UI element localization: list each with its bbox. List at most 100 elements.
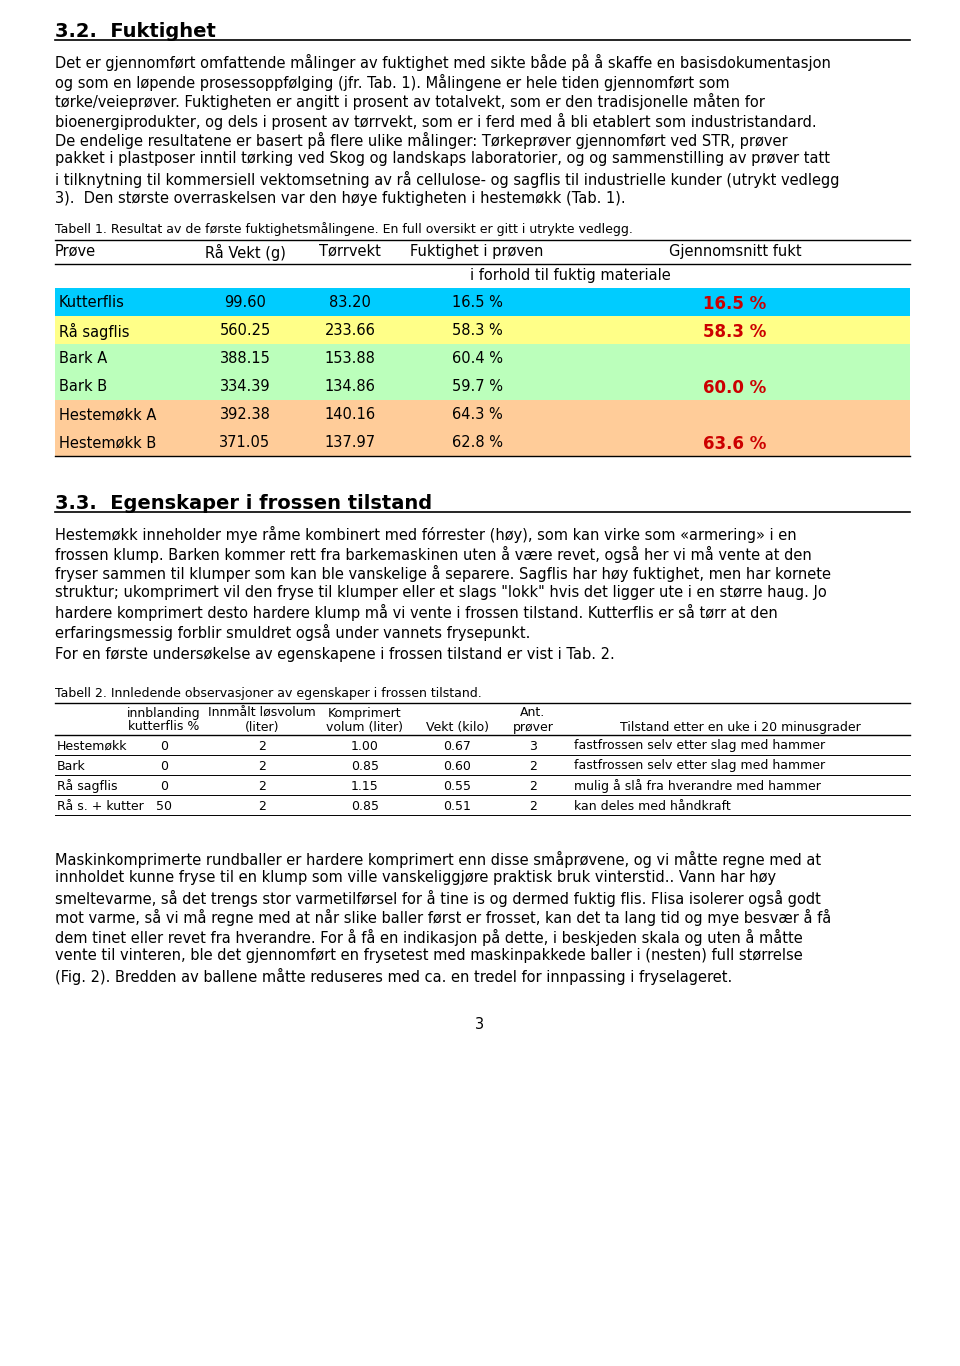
Text: 3.2.  Fuktighet: 3.2. Fuktighet (55, 22, 216, 41)
Text: 0.85: 0.85 (351, 799, 379, 813)
Text: 63.6 %: 63.6 % (704, 434, 767, 454)
Bar (55, 288, 910, 316)
Text: 64.3 %: 64.3 % (451, 407, 502, 422)
Text: 0.60: 0.60 (444, 759, 471, 773)
Text: 1.00: 1.00 (351, 739, 379, 753)
Text: mot varme, så vi må regne med at når slike baller først er frosset, kan det ta l: mot varme, så vi må regne med at når sli… (55, 908, 831, 926)
Text: Bark B: Bark B (59, 378, 108, 393)
Text: Tørrvekt: Tørrvekt (319, 245, 381, 260)
Bar (55, 316, 910, 344)
Text: 2: 2 (258, 799, 266, 813)
Text: i tilknytning til kommersiell vektomsetning av rå cellulose- og sagflis til indu: i tilknytning til kommersiell vektomsetn… (55, 171, 839, 189)
Text: dem tinet eller revet fra hverandre. For å få en indikasjon på dette, i beskjede: dem tinet eller revet fra hverandre. For… (55, 929, 803, 945)
Text: pakket i plastposer inntil tørking ved Skog og landskaps laboratorier, og og sam: pakket i plastposer inntil tørking ved S… (55, 152, 830, 167)
Text: De endelige resultatene er basert på flere ulike målinger: Tørkeprøver gjennomfø: De endelige resultatene er basert på fle… (55, 133, 787, 149)
Text: erfaringsmessig forblir smuldret også under vannets frysepunkt.: erfaringsmessig forblir smuldret også un… (55, 623, 530, 641)
Text: Hestemøkk inneholder mye råme kombinert med fórrester (høy), som kan virke som «: Hestemøkk inneholder mye råme kombinert … (55, 526, 797, 544)
Text: 140.16: 140.16 (324, 407, 375, 422)
Text: 62.8 %: 62.8 % (451, 434, 502, 449)
Text: Rå s. + kutter: Rå s. + kutter (57, 799, 144, 813)
Text: 0.51: 0.51 (444, 799, 471, 813)
Text: fastfrossen selv etter slag med hammer: fastfrossen selv etter slag med hammer (574, 759, 826, 773)
Text: 392.38: 392.38 (220, 407, 271, 422)
Text: 0.85: 0.85 (351, 759, 379, 773)
Text: 560.25: 560.25 (220, 322, 271, 337)
Bar (55, 428, 910, 456)
Text: 1.15: 1.15 (351, 780, 379, 792)
Bar (55, 344, 910, 372)
Text: Bark: Bark (57, 759, 85, 773)
Text: og som en løpende prosessoppfølging (jfr. Tab. 1). Målingene er hele tiden gjenn: og som en løpende prosessoppfølging (jfr… (55, 74, 730, 90)
Text: 2: 2 (258, 759, 266, 773)
Text: vente til vinteren, ble det gjennomført en frysetest med maskinpakkede baller i : vente til vinteren, ble det gjennomført … (55, 948, 803, 963)
Text: 16.5 %: 16.5 % (704, 295, 767, 313)
Text: i forhold til fuktig materiale: i forhold til fuktig materiale (469, 268, 670, 283)
Text: Rå sagflis: Rå sagflis (57, 780, 117, 794)
Text: 334.39: 334.39 (220, 378, 271, 393)
Text: 0: 0 (160, 780, 168, 792)
Text: Rå sagflis: Rå sagflis (59, 322, 130, 340)
Text: Hestemøkk A: Hestemøkk A (59, 407, 156, 422)
Text: 58.3 %: 58.3 % (451, 322, 502, 337)
Text: Det er gjennomført omfattende målinger av fuktighet med sikte både på å skaffe e: Det er gjennomført omfattende målinger a… (55, 55, 830, 71)
Bar (55, 400, 910, 428)
Text: 0: 0 (160, 759, 168, 773)
Text: 134.86: 134.86 (324, 378, 375, 393)
Text: Rå Vekt (g): Rå Vekt (g) (204, 245, 285, 261)
Text: Tabell 2. Innledende observasjoner av egenskaper i frossen tilstand.: Tabell 2. Innledende observasjoner av eg… (55, 687, 482, 699)
Text: fastfrossen selv etter slag med hammer: fastfrossen selv etter slag med hammer (574, 739, 826, 753)
Text: 2: 2 (529, 759, 537, 773)
Text: 83.20: 83.20 (329, 295, 371, 310)
Text: 233.66: 233.66 (324, 322, 375, 337)
Text: For en første undersøkelse av egenskapene i frossen tilstand er vist i Tab. 2.: For en første undersøkelse av egenskapen… (55, 647, 614, 663)
Text: 137.97: 137.97 (324, 434, 375, 449)
Text: 58.3 %: 58.3 % (704, 322, 767, 342)
Text: Prøve: Prøve (55, 245, 96, 260)
Text: frossen klump. Barken kommer rett fra barkemaskinen uten å være revet, også her : frossen klump. Barken kommer rett fra ba… (55, 545, 812, 563)
Text: 153.88: 153.88 (324, 351, 375, 366)
Text: Bark A: Bark A (59, 351, 108, 366)
Text: innholdet kunne fryse til en klump som ville vanskeliggjøre praktisk bruk vinter: innholdet kunne fryse til en klump som v… (55, 870, 776, 885)
Text: 60.4 %: 60.4 % (451, 351, 502, 366)
Text: 2: 2 (258, 739, 266, 753)
Text: prøver: prøver (513, 720, 553, 734)
Text: 0: 0 (160, 739, 168, 753)
Text: Innmålt løsvolum: Innmålt løsvolum (208, 706, 316, 720)
Text: Tabell 1. Resultat av de første fuktighetsmålingene. En full oversikt er gitt i : Tabell 1. Resultat av de første fuktighe… (55, 223, 633, 236)
Text: hardere komprimert desto hardere klump må vi vente i frossen tilstand. Kutterfli: hardere komprimert desto hardere klump m… (55, 604, 778, 622)
Text: bioenergiprodukter, og dels i prosent av tørrvekt, som er i ferd med å bli etabl: bioenergiprodukter, og dels i prosent av… (55, 112, 817, 130)
Text: 2: 2 (529, 780, 537, 792)
Text: Komprimert: Komprimert (328, 706, 402, 720)
Text: Ant.: Ant. (520, 706, 545, 720)
Text: Tilstand etter en uke i 20 minusgrader: Tilstand etter en uke i 20 minusgrader (619, 720, 860, 734)
Text: 3).  Den største overraskelsen var den høye fuktigheten i hestemøkk (Tab. 1).: 3). Den største overraskelsen var den hø… (55, 190, 626, 205)
Text: 3.3.  Egenskaper i frossen tilstand: 3.3. Egenskaper i frossen tilstand (55, 494, 432, 514)
Bar (55, 372, 910, 400)
Text: Hestemøkk: Hestemøkk (57, 739, 128, 753)
Text: 0.55: 0.55 (443, 780, 471, 792)
Text: kan deles med håndkraft: kan deles med håndkraft (574, 799, 731, 813)
Text: 50: 50 (156, 799, 172, 813)
Text: 371.05: 371.05 (220, 434, 271, 449)
Text: Kutterflis: Kutterflis (59, 295, 125, 310)
Text: 3: 3 (529, 739, 537, 753)
Text: Vekt (kilo): Vekt (kilo) (425, 720, 489, 734)
Text: 2: 2 (258, 780, 266, 792)
Text: 3: 3 (475, 1018, 485, 1031)
Text: smeltevarme, så det trengs stor varmetilførsel for å tine is og dermed fuktig fl: smeltevarme, så det trengs stor varmetil… (55, 889, 821, 907)
Text: (Fig. 2). Bredden av ballene måtte reduseres med ca. en tredel for innpassing i : (Fig. 2). Bredden av ballene måtte redus… (55, 967, 732, 985)
Text: 16.5 %: 16.5 % (451, 295, 502, 310)
Text: tørke/veieprøver. Fuktigheten er angitt i prosent av totalvekt, som er den tradi: tørke/veieprøver. Fuktigheten er angitt … (55, 93, 765, 111)
Text: 60.0 %: 60.0 % (704, 378, 767, 398)
Text: Maskinkomprimerte rundballer er hardere komprimert enn disse småprøvene, og vi m: Maskinkomprimerte rundballer er hardere … (55, 851, 821, 867)
Text: 2: 2 (529, 799, 537, 813)
Text: 388.15: 388.15 (220, 351, 271, 366)
Text: kutterflis %: kutterflis % (129, 720, 200, 734)
Text: volum (liter): volum (liter) (326, 720, 403, 734)
Text: Hestemøkk B: Hestemøkk B (59, 434, 156, 449)
Text: Fuktighet i prøven: Fuktighet i prøven (410, 245, 543, 260)
Text: 0.67: 0.67 (444, 739, 471, 753)
Text: struktur; ukomprimert vil den fryse til klumper eller et slags "lokk" hvis det l: struktur; ukomprimert vil den fryse til … (55, 585, 827, 600)
Text: Gjennomsnitt fukt: Gjennomsnitt fukt (669, 245, 802, 260)
Text: 99.60: 99.60 (224, 295, 266, 310)
